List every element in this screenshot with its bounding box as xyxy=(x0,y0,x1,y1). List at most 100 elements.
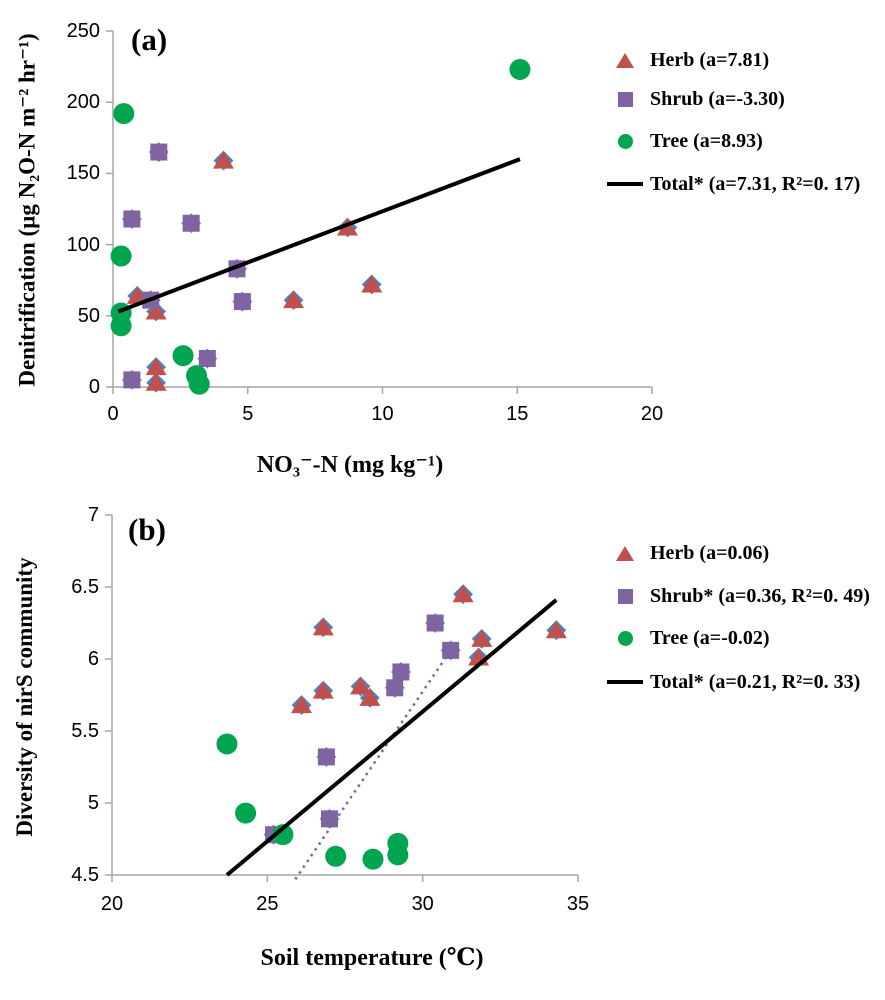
x-tick-label: 35 xyxy=(566,893,590,915)
tree-circle-point xyxy=(272,824,294,846)
herb-triangle-point xyxy=(471,629,493,647)
herb-triangle-point xyxy=(312,681,334,699)
herb-triangle-point xyxy=(452,584,474,603)
tree-circle-point xyxy=(325,845,347,867)
legend-item-tree: Tree (a=8.93) xyxy=(606,128,763,154)
x-tick-label: 15 xyxy=(506,403,529,425)
legend-item-herb: Herb (a=0.06) xyxy=(606,540,769,566)
chart-b-axes xyxy=(111,515,578,876)
shrub-square-point xyxy=(320,810,338,828)
legend-label: Tree (a=8.93) xyxy=(650,129,763,152)
legend-line-icon xyxy=(606,680,644,684)
x-tick-label: 5 xyxy=(242,403,254,425)
shrub-square-icon xyxy=(617,91,633,107)
legend-line-icon xyxy=(606,182,644,186)
herb-triangle-point xyxy=(145,357,167,376)
y-tick-label: 50 xyxy=(77,304,100,327)
tree-circle-point xyxy=(188,373,210,395)
herb-triangle-icon xyxy=(616,545,634,561)
shrub-square-point xyxy=(198,350,216,368)
herb-triangle-point xyxy=(312,617,334,636)
shrub-square-point xyxy=(317,748,335,766)
shrub-square-point xyxy=(182,214,200,232)
y-tick-label: 150 xyxy=(66,162,100,185)
chart-a-x-axis-title: NO₃⁻-N (mg kg⁻¹) xyxy=(256,452,444,478)
panel-b-label: (b) xyxy=(128,512,166,547)
legend-item-shrub: Shrub (a=-3.30) xyxy=(606,86,785,112)
legend-label: Herb (a=7.81) xyxy=(650,48,770,71)
x-tick-label: 20 xyxy=(640,403,664,425)
legend-label: Total* (a=0.21, R²=0. 33) xyxy=(650,670,861,693)
legend-square-icon xyxy=(606,91,644,107)
legend-label: Tree (a=-0.02) xyxy=(650,626,770,649)
legend-item-herb: Herb (a=7.81) xyxy=(606,47,769,73)
tree-circle-icon xyxy=(617,133,633,149)
herb-triangle-icon xyxy=(616,52,634,68)
tree-circle-point xyxy=(110,245,132,267)
total-line-icon xyxy=(607,182,643,186)
legend-item-tree: Tree (a=-0.02) xyxy=(606,625,770,651)
x-tick-label: 10 xyxy=(371,403,394,425)
herb-triangle-point xyxy=(336,218,358,236)
legend-circle-icon xyxy=(606,133,644,149)
tree-circle-point xyxy=(110,315,132,337)
shrub-square-point xyxy=(426,614,444,632)
x-tick-label: 30 xyxy=(411,893,434,915)
legend-item-total: Total* (a=7.31, R²=0. 17) xyxy=(606,171,860,197)
y-tick-label: 7 xyxy=(87,504,99,526)
shrub-square-point xyxy=(233,293,251,311)
y-tick-label: 6 xyxy=(87,648,99,670)
y-tick-label: 100 xyxy=(66,233,100,256)
y-tick-label: 0 xyxy=(88,376,100,398)
herb-triangle-point xyxy=(359,688,381,706)
shrub-square-point xyxy=(123,210,141,228)
herb-triangle-point xyxy=(212,151,234,169)
y-tick-label: 5.5 xyxy=(71,720,99,742)
herb-triangle-point xyxy=(545,620,567,639)
herb-triangle-point xyxy=(361,274,383,293)
legend-circle-icon xyxy=(606,630,644,646)
y-tick-label: 250 xyxy=(66,20,100,42)
herb-triangle-point xyxy=(291,695,313,714)
shrub-square-point xyxy=(150,143,168,161)
chart-a-axes xyxy=(112,31,652,388)
tree-circle-point xyxy=(509,58,531,80)
legend-square-icon xyxy=(606,588,644,604)
chart-b-x-axis-title: Soil temperature (℃) xyxy=(260,945,484,971)
shrub-square-point xyxy=(123,371,141,389)
legend-label: Shrub* (a=0.36, R²=0. 49) xyxy=(650,584,870,607)
herb-triangle-point xyxy=(283,290,305,309)
tree-circle-point xyxy=(387,844,409,866)
tree-circle-icon xyxy=(617,630,633,646)
legend-label: Total* (a=7.31, R²=0. 17) xyxy=(650,172,861,195)
total-line-icon xyxy=(607,680,643,684)
legend-triangle-icon xyxy=(606,52,644,68)
legend-label: Herb (a=0.06) xyxy=(650,541,770,564)
y-tick-label: 4.5 xyxy=(71,864,99,886)
herb-triangle-point xyxy=(145,373,167,391)
panel-a-label: (a) xyxy=(131,22,168,57)
x-tick-label: 25 xyxy=(256,893,279,915)
herb-triangle-point xyxy=(145,302,167,320)
shrub-square-point xyxy=(386,679,404,697)
total-regression-line xyxy=(225,598,558,877)
herb-triangle-point xyxy=(350,676,372,695)
tree-circle-point xyxy=(172,345,194,367)
y-tick-label: 200 xyxy=(66,91,100,114)
legend-item-total: Total* (a=0.21, R²=0. 33) xyxy=(606,669,860,695)
tree-circle-point xyxy=(362,848,384,870)
total-regression-line xyxy=(117,157,521,314)
x-tick-label: 0 xyxy=(107,403,119,425)
tree-circle-point xyxy=(216,733,238,755)
tree-circle-point xyxy=(235,802,257,824)
chart-b-y-axis-title: Diversity of nirS community xyxy=(12,557,37,837)
x-tick-label: 20 xyxy=(100,893,124,915)
y-tick-label: 5 xyxy=(87,792,99,814)
chart-a-y-axis-title: Denitrification (µg N₂O-N m⁻² hr⁻¹) xyxy=(14,33,40,387)
shrub-square-point xyxy=(442,641,460,659)
shrub-square-point xyxy=(392,663,410,681)
shrub-square-icon xyxy=(617,588,633,604)
y-tick-label: 6.5 xyxy=(71,576,99,598)
